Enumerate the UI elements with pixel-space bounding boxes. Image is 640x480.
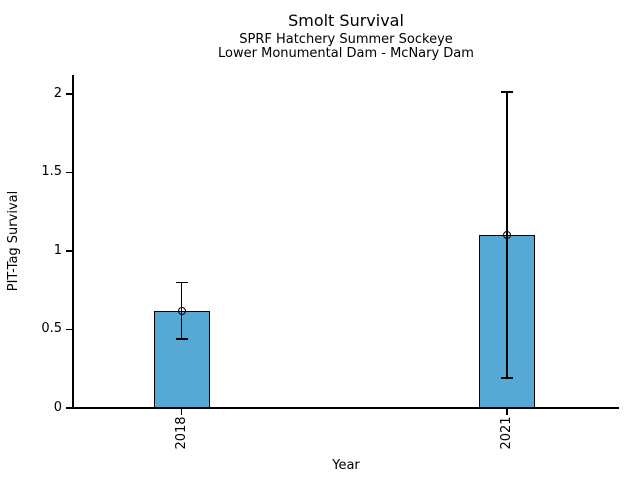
y-tick-label: 2 bbox=[53, 85, 62, 101]
error-bar-cap-bottom bbox=[501, 377, 513, 379]
y-tick-label: 0.5 bbox=[41, 321, 62, 337]
x-tick-label: 2018 bbox=[173, 416, 189, 450]
y-tick bbox=[66, 407, 72, 409]
x-axis-line bbox=[66, 407, 619, 409]
x-tick-label: 2021 bbox=[499, 416, 514, 450]
error-bar-cap-bottom bbox=[175, 338, 188, 340]
mean-marker-circle bbox=[177, 306, 186, 315]
y-tick-label: 0 bbox=[53, 400, 62, 415]
error-bar-cap-top bbox=[501, 91, 513, 94]
chart-title: Smolt Survival bbox=[288, 11, 404, 30]
y-tick bbox=[66, 328, 72, 331]
y-tick-label: 1.5 bbox=[41, 164, 62, 180]
y-tick bbox=[66, 171, 72, 174]
y-axis-spine bbox=[72, 75, 74, 409]
mean-marker-circle bbox=[503, 231, 511, 240]
y-tick-label: 1 bbox=[53, 242, 62, 258]
x-tick bbox=[506, 409, 508, 415]
chart-subtitle-line2: Lower Monumental Dam - McNary Dam bbox=[218, 46, 474, 61]
error-bar-cap-top bbox=[175, 281, 188, 284]
y-tick bbox=[66, 250, 72, 252]
x-tick bbox=[180, 409, 183, 415]
y-tick bbox=[66, 92, 72, 95]
chart-subtitle-line1: SPRF Hatchery Summer Sockeye bbox=[239, 32, 453, 47]
x-axis-label: Year bbox=[332, 458, 360, 473]
